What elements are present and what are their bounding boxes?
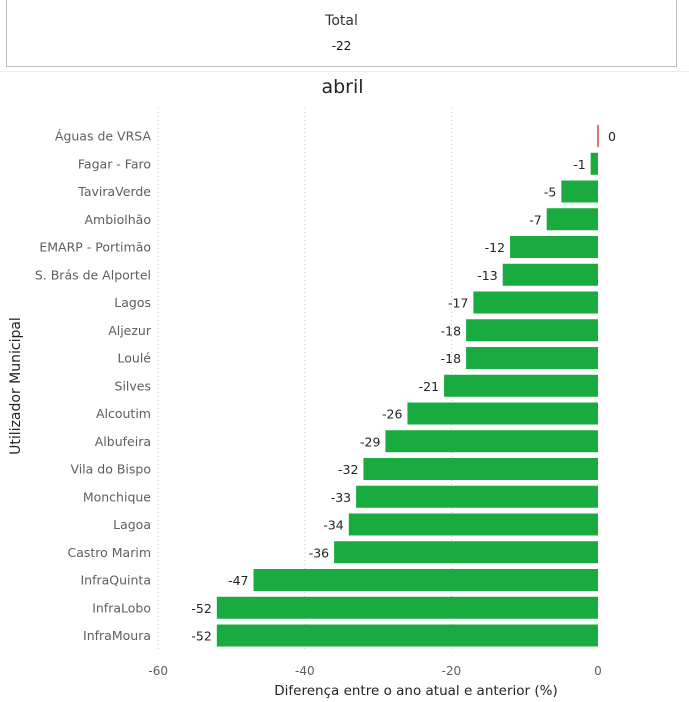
section-divider xyxy=(0,71,689,72)
bar[interactable] xyxy=(502,263,598,286)
bar[interactable] xyxy=(444,374,598,397)
category-label: Lagoa xyxy=(113,517,151,532)
data-label: -5 xyxy=(544,185,556,200)
data-label: -12 xyxy=(485,240,505,255)
data-label: -13 xyxy=(477,268,497,283)
data-label: -33 xyxy=(331,490,351,505)
bar[interactable] xyxy=(466,319,598,342)
bar[interactable] xyxy=(356,485,598,508)
data-label: -32 xyxy=(338,462,358,477)
x-tick-label: -60 xyxy=(148,664,168,678)
category-label: Ambiolhão xyxy=(85,212,152,227)
bar[interactable] xyxy=(407,402,598,425)
bar[interactable] xyxy=(334,541,598,564)
bar[interactable] xyxy=(510,236,598,258)
data-label: -18 xyxy=(441,351,461,366)
x-tick-label: -20 xyxy=(442,664,462,678)
y-axis-label: Utilizador Municipal xyxy=(8,317,24,455)
category-label: TaviraVerde xyxy=(77,184,151,199)
bar[interactable] xyxy=(363,458,598,480)
total-card-value: -22 xyxy=(331,39,352,53)
category-label: InfraLobo xyxy=(92,600,151,615)
category-label: Castro Marim xyxy=(67,545,151,560)
x-tick-label: -40 xyxy=(295,664,315,678)
data-label: -47 xyxy=(228,573,248,588)
total-card: Total -22 xyxy=(6,0,677,67)
x-axis-label: Diferença entre o ano atual e anterior (… xyxy=(274,683,557,699)
category-label: Albufeira xyxy=(95,434,151,449)
category-label: Águas de VRSA xyxy=(55,129,152,144)
category-label: Vila do Bispo xyxy=(70,462,151,477)
category-label: Alcoutim xyxy=(96,406,151,421)
category-label: Lagos xyxy=(114,295,151,310)
category-label: Loulé xyxy=(118,351,152,366)
chart-title: abril xyxy=(321,76,364,98)
data-label: -26 xyxy=(382,407,402,422)
bar[interactable] xyxy=(216,624,598,647)
x-tick-label: 0 xyxy=(594,664,602,678)
data-label: -52 xyxy=(191,601,211,616)
data-label: -52 xyxy=(191,629,211,644)
bar[interactable] xyxy=(216,596,598,619)
category-label: Silves xyxy=(115,378,151,393)
category-label: InfraMoura xyxy=(83,628,151,643)
data-label: -29 xyxy=(360,434,380,449)
data-label: -34 xyxy=(323,518,343,533)
category-label: EMARP - Portimão xyxy=(39,240,151,255)
category-label: Aljezur xyxy=(108,323,152,338)
data-label: -7 xyxy=(529,212,541,227)
category-label: Monchique xyxy=(83,489,151,504)
bar[interactable] xyxy=(546,208,598,231)
bar[interactable] xyxy=(590,152,598,175)
bar[interactable] xyxy=(466,347,598,369)
data-label: -18 xyxy=(441,323,461,338)
bar[interactable] xyxy=(385,430,598,453)
category-label: InfraQuinta xyxy=(80,573,151,588)
data-label: -36 xyxy=(309,545,329,560)
bar[interactable] xyxy=(253,569,599,591)
category-label: Fagar - Faro xyxy=(78,156,151,171)
data-label: -21 xyxy=(419,379,439,394)
data-label: -17 xyxy=(448,296,468,311)
bar[interactable] xyxy=(561,180,598,203)
data-label: -1 xyxy=(573,157,585,172)
bar[interactable] xyxy=(597,125,599,147)
total-card-label: Total xyxy=(325,13,358,29)
category-label: S. Brás de Alportel xyxy=(35,267,151,282)
data-label: 0 xyxy=(608,129,616,144)
bar[interactable] xyxy=(348,513,598,536)
bar[interactable] xyxy=(473,291,598,314)
